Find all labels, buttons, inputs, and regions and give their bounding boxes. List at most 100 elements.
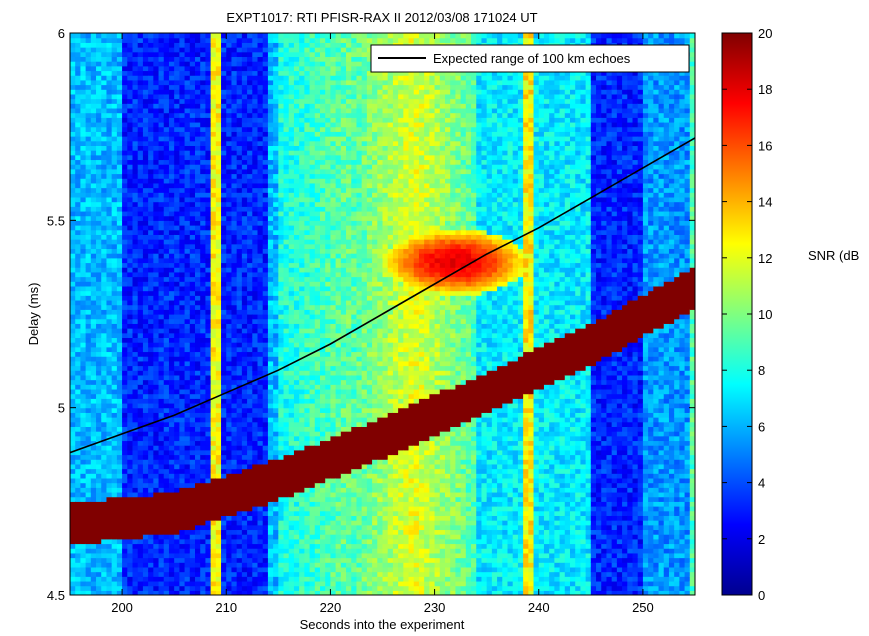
heatmap-cell xyxy=(163,51,170,58)
heatmap-cell xyxy=(252,496,259,502)
heatmap-cell xyxy=(247,257,253,264)
heatmap-cell xyxy=(127,346,134,353)
heatmap-cell xyxy=(75,566,82,573)
heatmap-cell xyxy=(179,290,186,296)
heatmap-cell xyxy=(80,253,87,259)
heatmap-cell xyxy=(215,98,222,104)
heatmap-cell xyxy=(210,370,217,376)
heatmap-cell xyxy=(241,140,248,146)
heatmap-cell xyxy=(163,262,170,268)
heatmap-cell xyxy=(90,262,97,268)
heatmap-cell xyxy=(273,257,279,264)
heatmap-cell xyxy=(106,421,113,427)
heatmap-cell xyxy=(106,192,113,198)
heatmap-cell xyxy=(241,496,248,502)
heatmap-cell xyxy=(252,164,259,170)
heatmap-cell xyxy=(148,384,154,390)
heatmap-cell xyxy=(247,388,253,395)
heatmap-cell xyxy=(200,234,207,240)
heatmap-cell xyxy=(148,56,154,62)
heatmap-cell xyxy=(174,51,180,58)
heatmap-cell xyxy=(158,276,165,282)
heatmap-cell xyxy=(80,47,87,53)
heatmap-cell xyxy=(75,407,82,413)
heatmap-cell xyxy=(267,285,274,292)
heatmap-cell xyxy=(111,42,118,48)
heatmap-cell xyxy=(142,534,149,540)
heatmap-cell xyxy=(179,585,186,591)
heatmap-cell xyxy=(179,543,186,549)
heatmap-cell xyxy=(174,220,180,226)
heatmap-cell xyxy=(153,440,160,446)
heatmap-cell xyxy=(142,253,149,259)
heatmap-cell xyxy=(236,33,243,39)
heatmap-cell xyxy=(163,37,170,43)
heatmap-cell xyxy=(236,309,243,315)
heatmap-cell xyxy=(85,459,92,465)
heatmap-cell xyxy=(80,196,87,203)
heatmap-cell xyxy=(215,276,222,282)
heatmap-cell xyxy=(236,398,243,404)
heatmap-cell xyxy=(168,304,175,310)
heatmap-cell xyxy=(252,332,259,339)
heatmap-cell xyxy=(278,150,285,156)
heatmap-cell xyxy=(226,239,233,245)
heatmap-cell xyxy=(200,459,207,465)
heatmap-cell xyxy=(195,515,201,521)
heatmap-cell xyxy=(226,384,233,390)
heatmap-cell xyxy=(168,491,175,498)
heatmap-cell xyxy=(122,299,128,306)
heatmap-cell xyxy=(174,168,180,175)
heatmap-cell xyxy=(215,576,222,582)
heatmap-cell xyxy=(231,210,238,217)
heatmap-cell xyxy=(247,234,253,240)
heatmap-cell xyxy=(195,426,201,432)
heatmap-cell xyxy=(142,56,149,62)
heatmap-cell xyxy=(132,215,139,221)
heatmap-cell xyxy=(241,257,248,264)
heatmap-cell xyxy=(111,178,118,184)
heatmap-cell xyxy=(221,548,227,554)
heatmap-cell xyxy=(142,304,149,310)
heatmap-cell xyxy=(174,534,180,540)
heatmap-cell xyxy=(111,515,118,521)
heatmap-cell xyxy=(142,187,149,193)
heatmap-cell xyxy=(122,196,128,203)
heatmap-cell xyxy=(80,524,87,531)
heatmap-cell xyxy=(221,384,227,390)
heatmap-cell xyxy=(262,548,269,554)
heatmap-cell xyxy=(184,136,191,142)
heatmap-cell xyxy=(111,426,118,432)
heatmap-cell xyxy=(184,384,191,390)
heatmap-cell xyxy=(195,323,201,329)
heatmap-cell xyxy=(267,140,274,146)
heatmap-cell xyxy=(273,37,279,43)
heatmap-cell xyxy=(273,61,279,67)
heatmap-cell xyxy=(142,220,149,226)
heatmap-cell xyxy=(221,585,227,591)
heatmap-cell xyxy=(70,150,76,156)
heatmap-cell xyxy=(174,351,180,357)
heatmap-cell xyxy=(257,299,264,306)
heatmap-cell xyxy=(210,473,217,479)
heatmap-cell xyxy=(142,351,149,357)
heatmap-cell xyxy=(80,398,87,404)
heatmap-cell xyxy=(226,571,233,577)
heatmap-cell xyxy=(158,482,165,488)
heatmap-cell xyxy=(262,56,269,62)
heatmap-cell xyxy=(226,257,233,264)
heatmap-cell xyxy=(90,496,97,502)
heatmap-cell xyxy=(179,262,186,268)
heatmap-cell xyxy=(116,257,123,264)
heatmap-cell xyxy=(189,164,196,170)
heatmap-cell xyxy=(174,47,180,53)
heatmap-cell xyxy=(200,168,207,175)
heatmap-cell xyxy=(127,529,134,535)
heatmap-cell xyxy=(142,477,149,484)
heatmap-cell xyxy=(241,299,248,306)
heatmap-cell xyxy=(236,61,243,67)
heatmap-cell xyxy=(148,459,154,465)
heatmap-cell xyxy=(210,299,217,306)
heatmap-cell xyxy=(158,196,165,203)
heatmap-cell xyxy=(101,356,108,362)
